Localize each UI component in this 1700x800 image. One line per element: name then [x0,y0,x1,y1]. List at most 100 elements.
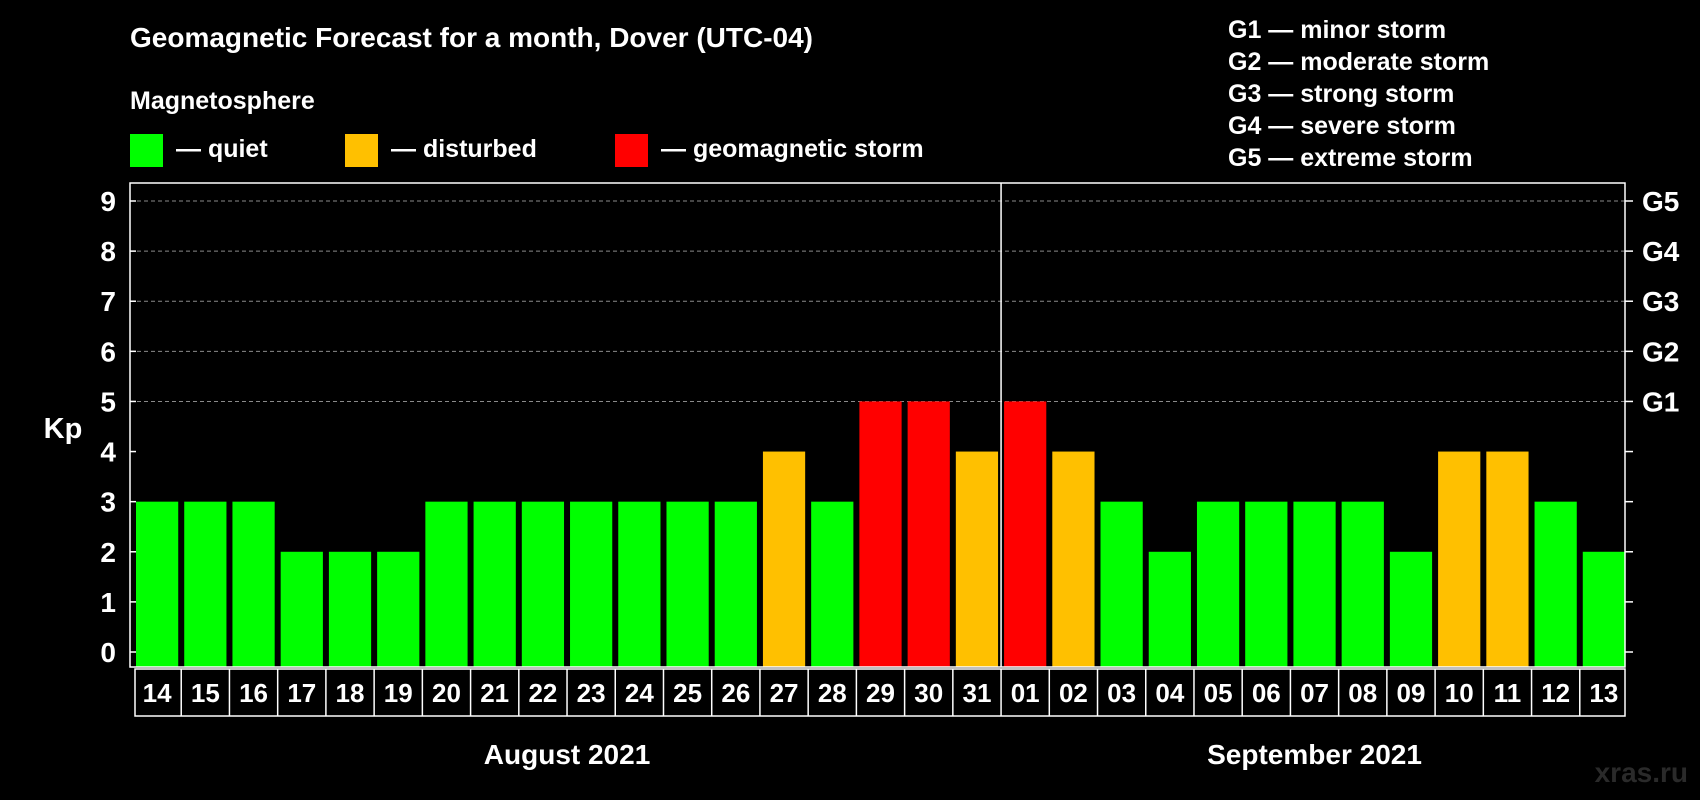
y-tick-label: 9 [100,186,116,217]
month-label: August 2021 [484,739,651,770]
x-tick-label: 12 [1541,678,1570,708]
kp-bar [1196,501,1240,667]
x-tick-label: 30 [914,678,943,708]
y-tick-label: 6 [100,336,116,367]
legend-swatch [345,134,378,167]
kp-bar [907,401,950,667]
kp-bar [1004,401,1047,667]
kp-bar [328,551,372,667]
kp-bar [184,501,227,667]
kp-bar [425,501,468,667]
month-label: September 2021 [1207,739,1422,770]
kp-bar [1100,501,1143,667]
x-tick-label: 17 [287,678,316,708]
x-tick-label: 28 [818,678,847,708]
storm-scale-list: G1 — minor storm G2 — moderate storm G3 — … [1228,16,1489,172]
legend: — quiet — disturbed — geomagnetic storm [130,134,924,167]
kp-bar [1534,501,1577,667]
storm-scale-item: G1 — minor storm [1228,16,1446,44]
x-tick-label: 08 [1348,678,1377,708]
storm-level-label: G4 [1642,236,1680,267]
x-tick-label: 23 [577,678,606,708]
legend-label: — quiet [176,135,268,163]
kp-bar [280,551,323,667]
x-tick-label: 01 [1011,678,1040,708]
kp-bar [1582,551,1625,667]
kp-bar [618,501,661,667]
x-tick-label: 20 [432,678,461,708]
kp-bar [473,501,516,667]
legend-label: — geomagnetic storm [661,135,924,163]
chart-title: Geomagnetic Forecast for a month, Dover … [130,22,813,53]
kp-bar [1486,451,1529,667]
plot-area: 0 1 2 3 4 5 6 7 8 9 G1 G2 G3 G4 G5 [100,182,1680,668]
x-tick-label: 16 [239,678,268,708]
legend-swatch [130,134,163,167]
x-tick-label: 13 [1589,678,1618,708]
storm-scale-item: G4 — severe storm [1228,112,1456,140]
y-tick-label: 7 [100,286,116,317]
x-tick-label: 09 [1397,678,1426,708]
kp-bar [1148,551,1191,667]
x-axis: 14 15 16 17 18 19 20 21 22 23 24 25 26 27 28 29 30 31 01 02… [134,668,1626,770]
y-tick-label: 3 [100,487,116,518]
kp-bar [136,501,179,667]
kp-bar [1389,551,1433,667]
kp-bar [1341,501,1384,667]
x-tick-label: 21 [480,678,509,708]
x-tick-label: 25 [673,678,702,708]
x-tick-label: 05 [1204,678,1233,708]
storm-scale-item: G3 — strong storm [1228,80,1454,108]
x-tick-label: 02 [1059,678,1088,708]
kp-bar [377,551,420,667]
x-tick-label: 24 [625,678,654,708]
x-tick-label: 19 [384,678,413,708]
kp-bar [762,451,806,667]
kp-bar [570,501,613,667]
y-tick-label: 8 [100,236,116,267]
kp-bar [811,501,854,667]
date-strip [134,668,1626,717]
x-tick-label: 10 [1445,678,1474,708]
storm-level-label: G5 [1642,186,1679,217]
legend-swatch [615,134,648,167]
kp-bar [232,501,275,667]
x-tick-label: 27 [770,678,799,708]
storm-level-label: G3 [1642,286,1679,317]
kp-bar [955,451,999,667]
kp-bar [521,501,565,667]
storm-scale-item: G5 — extreme storm [1228,144,1473,172]
x-tick-label: 14 [143,678,172,708]
y-tick-label: 0 [100,637,116,668]
kp-bar [714,501,757,667]
y-axis-label: Kp [44,413,83,445]
legend-title: Magnetosphere [130,87,315,115]
legend-label: — disturbed [391,135,537,163]
y-tick-label: 4 [100,437,116,468]
storm-scale-item: G2 — moderate storm [1228,48,1489,76]
kp-bar [1052,451,1095,667]
storm-level-label: G2 [1642,336,1679,367]
x-tick-label: 26 [721,678,750,708]
x-tick-label: 11 [1494,678,1522,708]
y-tick-label: 1 [100,587,116,618]
y-tick-label: 5 [100,386,116,417]
x-tick-label: 29 [866,678,895,708]
x-tick-label: 04 [1155,678,1184,708]
x-tick-label: 03 [1107,678,1136,708]
kp-bar [1245,501,1288,667]
watermark: xras.ru [1595,757,1688,788]
kp-bar [666,501,709,667]
x-tick-label: 31 [962,678,991,708]
x-tick-label: 15 [191,678,220,708]
storm-level-label: G1 [1642,386,1679,417]
kp-bar [1293,501,1336,667]
x-tick-label: 07 [1300,678,1329,708]
x-tick-label: 06 [1252,678,1281,708]
x-tick-label: 22 [528,678,557,708]
x-tick-label: 18 [336,678,365,708]
kp-bar [1438,451,1481,667]
kp-bar [859,401,902,667]
y-tick-label: 2 [100,537,116,568]
